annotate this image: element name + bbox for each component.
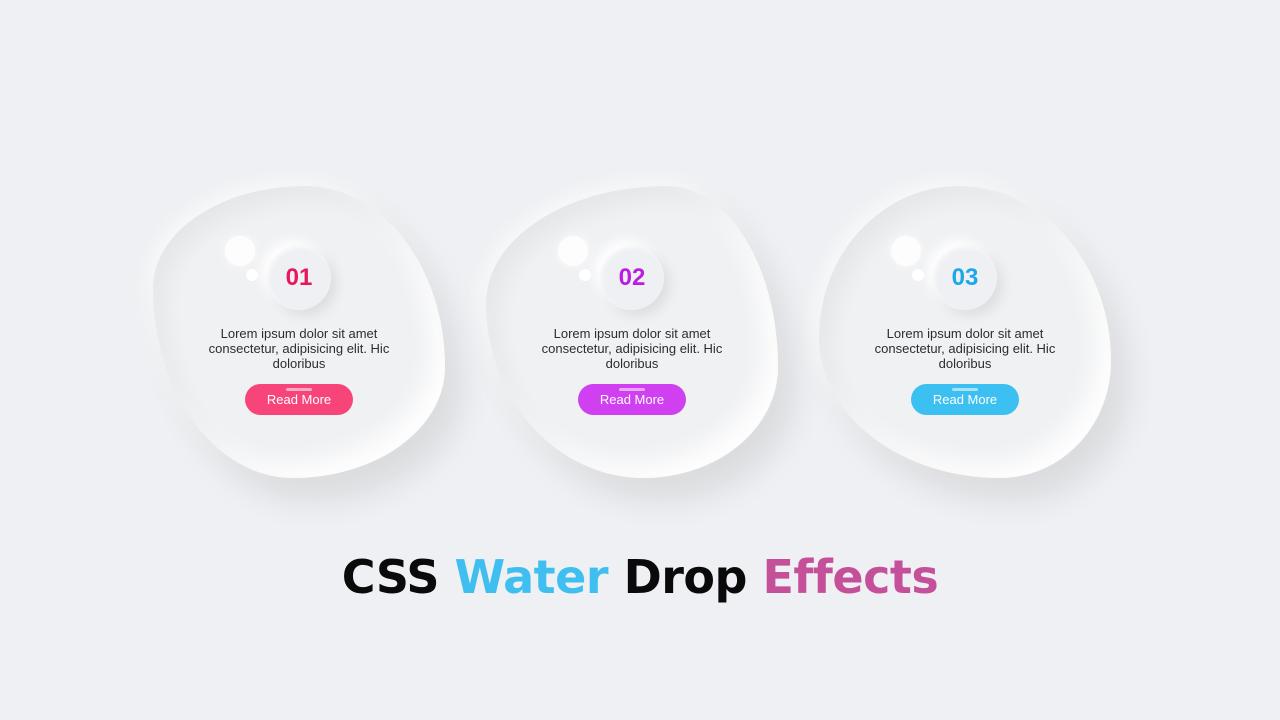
read-more-button[interactable]: Read More bbox=[911, 384, 1019, 415]
button-shine-decoration bbox=[286, 388, 312, 391]
page-title: CSS Water Drop Effects bbox=[0, 546, 1280, 608]
card-number: 03 bbox=[951, 264, 979, 291]
water-drop-card-3: 03 Lorem ipsum dolor sit amet consectetu… bbox=[819, 186, 1111, 478]
bubble-large-decoration bbox=[225, 236, 255, 266]
button-shine-decoration bbox=[619, 388, 645, 391]
card-number-badge: 02 bbox=[600, 246, 664, 310]
title-word-drop: Drop bbox=[623, 550, 748, 604]
bubble-large-decoration bbox=[558, 236, 588, 266]
read-more-label: Read More bbox=[932, 392, 998, 407]
button-shine-decoration bbox=[952, 388, 978, 391]
read-more-button[interactable]: Read More bbox=[578, 384, 686, 415]
card-description: Lorem ipsum dolor sit amet consectetur, … bbox=[874, 326, 1056, 371]
title-word-effects: Effects bbox=[762, 550, 939, 604]
bubble-small-decoration bbox=[579, 269, 591, 281]
card-number: 02 bbox=[618, 264, 646, 291]
water-drop-card-1: 01 Lorem ipsum dolor sit amet consectetu… bbox=[153, 186, 445, 478]
bubble-large-decoration bbox=[891, 236, 921, 266]
card-description: Lorem ipsum dolor sit amet consectetur, … bbox=[541, 326, 723, 371]
read-more-label: Read More bbox=[599, 392, 665, 407]
card-number-badge: 01 bbox=[267, 246, 331, 310]
read-more-button[interactable]: Read More bbox=[245, 384, 353, 415]
title-word-css: CSS bbox=[341, 550, 440, 604]
card-number-badge: 03 bbox=[933, 246, 997, 310]
read-more-label: Read More bbox=[266, 392, 332, 407]
bubble-small-decoration bbox=[246, 269, 258, 281]
water-drop-card-2: 02 Lorem ipsum dolor sit amet consectetu… bbox=[486, 186, 778, 478]
title-word-water: Water bbox=[454, 550, 609, 604]
card-description: Lorem ipsum dolor sit amet consectetur, … bbox=[208, 326, 390, 371]
card-number: 01 bbox=[285, 264, 313, 291]
bubble-small-decoration bbox=[912, 269, 924, 281]
